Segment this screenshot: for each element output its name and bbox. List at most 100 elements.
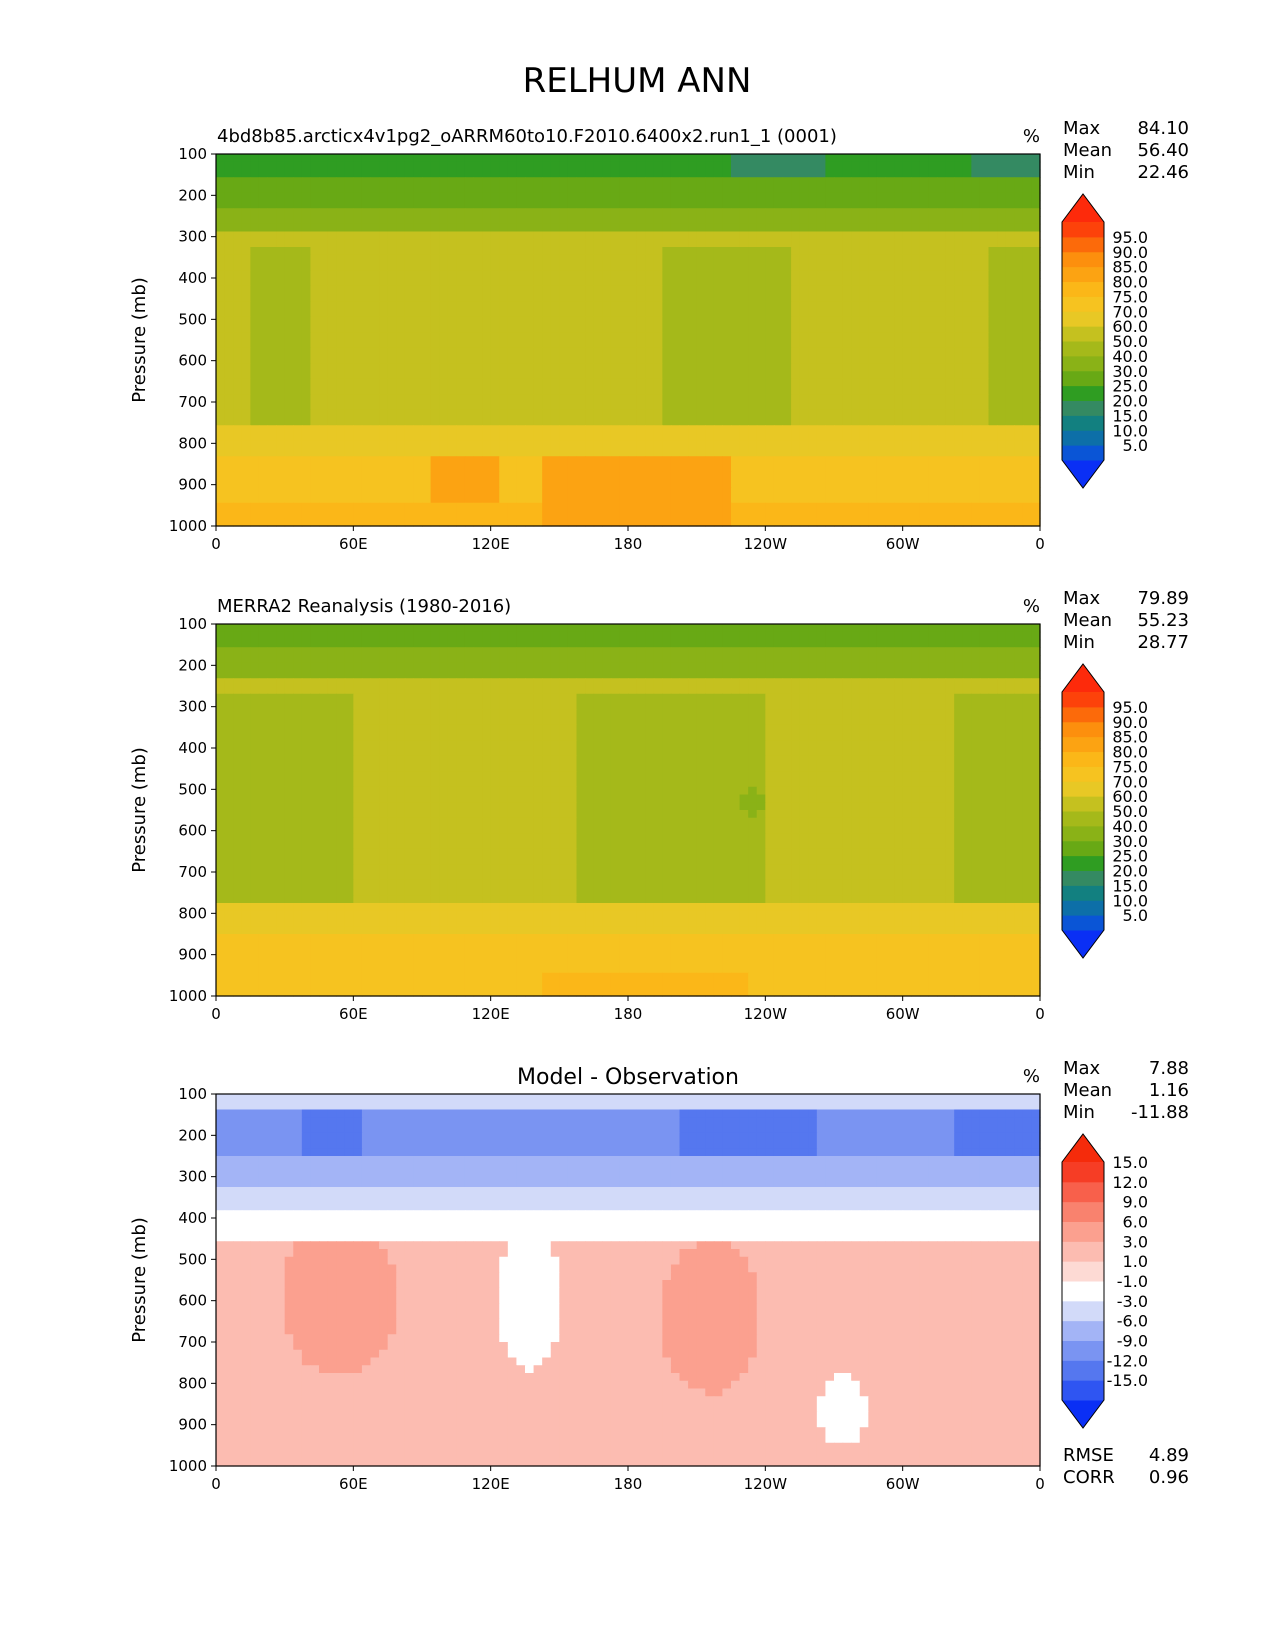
contour-cell	[662, 355, 672, 364]
contour-cell	[413, 402, 423, 411]
contour-cell	[344, 495, 354, 504]
stat-value: 56.40	[1137, 140, 1189, 161]
contour-cell	[301, 347, 312, 357]
contour-cell	[628, 409, 638, 419]
contour-cell	[636, 347, 646, 357]
contour-cell	[731, 425, 741, 434]
contour-cell	[301, 386, 312, 395]
contour-cell	[816, 378, 827, 388]
contour-cell	[224, 324, 234, 333]
contour-cell	[542, 464, 552, 473]
contour-cell	[636, 495, 646, 504]
contour-cell	[353, 510, 363, 519]
contour-cell	[542, 518, 552, 527]
contour-cell	[464, 487, 475, 496]
contour-cell	[447, 371, 457, 380]
contour-cell	[576, 169, 586, 178]
contour-cell	[430, 495, 440, 504]
contour-cell	[370, 417, 380, 426]
contour-cell	[344, 647, 354, 656]
contour-cell	[696, 247, 706, 256]
contour-cell	[567, 270, 578, 279]
contour-cell	[722, 425, 732, 434]
contour-cell	[439, 316, 449, 326]
contour-cell	[628, 624, 638, 633]
contour-cell	[396, 285, 406, 295]
contour-cell	[482, 409, 492, 419]
contour-cell	[404, 363, 415, 372]
contour-cell	[250, 347, 260, 357]
contour-cell	[464, 332, 475, 341]
contour-cell	[293, 301, 303, 310]
contour-cell	[859, 464, 869, 473]
contour-cell	[808, 363, 818, 372]
contour-cell	[937, 247, 947, 256]
contour-cell	[293, 394, 303, 403]
contour-cell	[851, 464, 861, 473]
contour-cell	[645, 316, 655, 326]
contour-cell	[696, 417, 706, 426]
contour-cell	[267, 624, 277, 633]
contour-cell	[550, 409, 560, 419]
contour-cell	[490, 301, 500, 310]
contour-cell	[241, 425, 251, 434]
contour-cell	[868, 510, 878, 519]
contour-cell	[576, 448, 586, 457]
contour-cell	[825, 464, 835, 473]
contour-cell	[464, 471, 475, 481]
contour-cell	[894, 425, 904, 434]
contour-cell	[1005, 394, 1015, 403]
contour-cell	[628, 479, 638, 488]
contour-cell	[653, 433, 663, 442]
contour-cell	[636, 208, 646, 217]
contour-cell	[911, 440, 921, 450]
contour-cell	[1005, 487, 1015, 496]
contour-cell	[902, 192, 912, 202]
contour-cell	[808, 293, 818, 302]
contour-cell	[422, 510, 432, 519]
contour-cell	[361, 332, 372, 341]
contour-cell	[293, 332, 303, 341]
contour-cell	[550, 487, 560, 496]
contour-cell	[679, 425, 689, 434]
contour-cell	[550, 301, 560, 310]
contour-cell	[379, 293, 389, 302]
contour-cell	[516, 355, 526, 364]
contour-cell	[216, 394, 226, 403]
contour-cell	[902, 347, 912, 357]
contour-cell	[404, 394, 415, 403]
contour-cell	[576, 208, 586, 217]
contour-cell	[962, 402, 972, 411]
contour-cell	[422, 425, 432, 434]
contour-cell	[344, 324, 354, 333]
contour-cell	[688, 262, 698, 271]
contour-cell	[773, 394, 784, 403]
contour-cell	[387, 293, 397, 302]
contour-cell	[276, 223, 286, 233]
contour-cell	[868, 324, 878, 333]
contour-cell	[301, 285, 312, 295]
contour-cell	[319, 332, 329, 341]
contour-cell	[876, 471, 887, 481]
contour-cell	[756, 239, 766, 248]
contour-cell	[602, 309, 612, 318]
contour-cell	[791, 456, 801, 465]
contour-cell	[422, 386, 432, 395]
contour-cell	[456, 154, 466, 163]
contour-cell	[344, 378, 354, 388]
contour-cell	[653, 301, 663, 310]
contour-cell	[327, 402, 337, 411]
contour-cell	[1031, 154, 1041, 163]
contour-cell	[293, 456, 303, 465]
contour-cell	[430, 355, 440, 364]
contour-cell	[344, 169, 354, 178]
contour-cell	[945, 239, 955, 248]
contour-cell	[456, 231, 466, 240]
contour-cell	[550, 169, 560, 178]
contour-cell	[559, 216, 569, 225]
contour-cell	[319, 192, 329, 202]
y-tick-label: 300	[178, 228, 207, 246]
contour-cell	[422, 409, 432, 419]
contour-cell	[937, 402, 947, 411]
contour-cell	[602, 471, 612, 481]
